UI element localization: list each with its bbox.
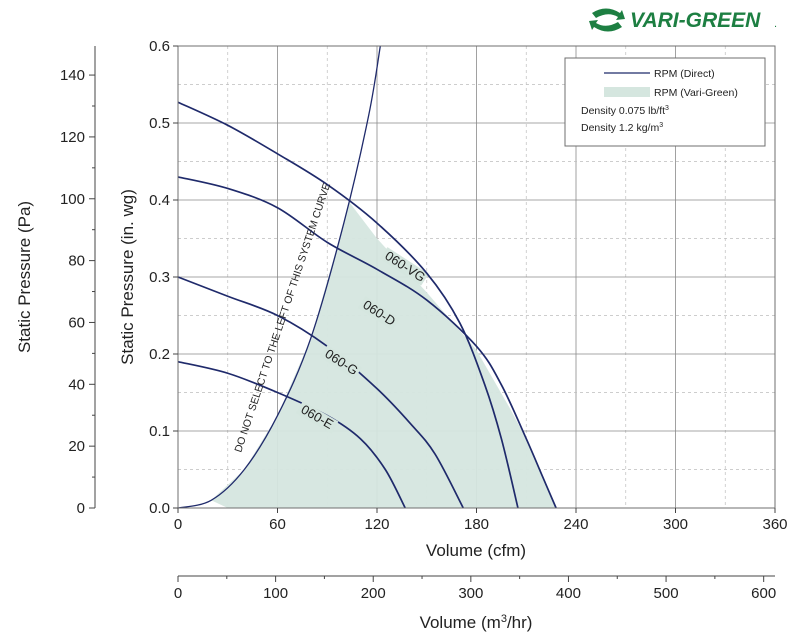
- y2-tick-label: 100: [60, 191, 85, 208]
- curve-label-bg: [357, 296, 400, 331]
- axes: 0 60 120 180 240 300 360 0.0 0.1 0.2 0.3 0.4 0.5 0.6 0…: [60, 38, 788, 602]
- logo-text: VARI-GREEN: [630, 9, 761, 32]
- y-tick-label: 0.6: [149, 38, 170, 55]
- legend: RPM (Direct) RPM (Vari-Green) Density 0.…: [564, 57, 766, 147]
- legend-direct-label: RPM (Direct): [654, 68, 715, 80]
- legend-box: [564, 57, 766, 147]
- system-curve: [177, 45, 381, 509]
- y-tick-label: 0.5: [149, 115, 170, 132]
- y2-tick-label: 0: [77, 500, 85, 517]
- x-tick-label: 360: [762, 516, 787, 533]
- y2-tick-label: 120: [60, 129, 85, 146]
- x2-tick-label: 300: [458, 585, 483, 602]
- curve-label-bg: [319, 345, 362, 380]
- x2-tick-label: 0: [174, 585, 182, 602]
- x-tick-label: 300: [663, 516, 688, 533]
- legend-density-metric: Density 1.2 kg/m3: [581, 122, 663, 134]
- curve-label-bg: [379, 247, 429, 286]
- y-tick-label: 0.0: [149, 500, 170, 517]
- x-tick-label: 0: [174, 516, 182, 533]
- curve-060-vg: [177, 176, 557, 509]
- y2-tick-label: 60: [68, 314, 85, 331]
- legend-fill-swatch: [604, 87, 650, 97]
- y-tick-label: 0.3: [149, 269, 170, 286]
- vari-green-region: [211, 201, 557, 509]
- y-tick-label: 0.1: [149, 423, 170, 440]
- x-tick-label: 180: [464, 516, 489, 533]
- y2-tick-label: 140: [60, 67, 85, 84]
- y-tick-label: 0.4: [149, 192, 170, 209]
- x2-tick-label: 500: [654, 585, 679, 602]
- vari-green-logo: VARI-GREEN .: [589, 8, 777, 32]
- curve-060-d: [177, 101, 519, 509]
- y-axis-title: Static Pressure (in. wg): [118, 189, 137, 365]
- x2-tick-label: 600: [751, 585, 776, 602]
- x-tick-label: 60: [269, 516, 286, 533]
- logo-trademark: .: [774, 18, 777, 30]
- y2-tick-label: 40: [68, 376, 85, 393]
- x-tick-label: 120: [364, 516, 389, 533]
- x-tick-label: 240: [563, 516, 588, 533]
- y2-tick-label: 80: [68, 253, 85, 270]
- legend-varigreen-label: RPM (Vari-Green): [654, 87, 738, 99]
- x-axis-title: Volume (cfm): [426, 541, 526, 560]
- x2-tick-label: 200: [361, 585, 386, 602]
- x2-tick-label: 400: [556, 585, 581, 602]
- y-tick-label: 0.2: [149, 346, 170, 363]
- y2-tick-label: 20: [68, 438, 85, 455]
- curve-label-bg: [295, 400, 339, 434]
- y2-axis-title: Static Pressure (Pa): [15, 201, 34, 353]
- x2-tick-label: 100: [263, 585, 288, 602]
- x2-axis-title: Volume (m3/hr): [420, 613, 533, 632]
- recycle-arrows-icon: [589, 8, 625, 32]
- legend-density-imperial: Density 0.075 lb/ft3: [581, 105, 669, 117]
